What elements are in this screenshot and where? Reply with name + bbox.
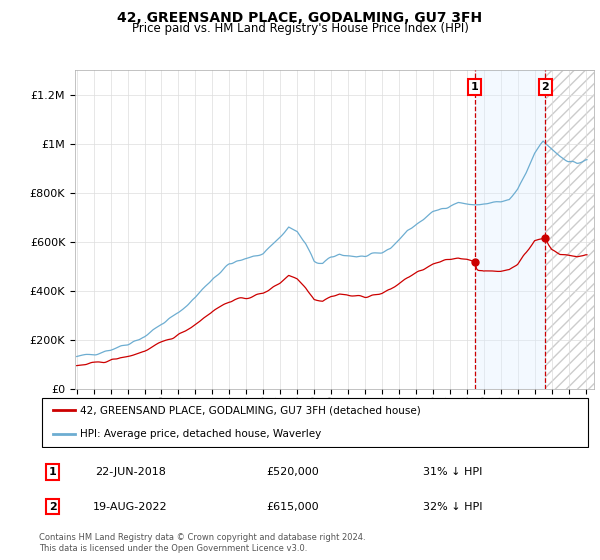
Text: Contains HM Land Registry data © Crown copyright and database right 2024.
This d: Contains HM Land Registry data © Crown c… (39, 533, 365, 553)
Text: 2: 2 (541, 82, 549, 92)
Text: Price paid vs. HM Land Registry's House Price Index (HPI): Price paid vs. HM Land Registry's House … (131, 22, 469, 35)
Text: 32% ↓ HPI: 32% ↓ HPI (423, 502, 483, 511)
FancyBboxPatch shape (42, 398, 588, 447)
Bar (545, 70, 594, 389)
Text: £615,000: £615,000 (266, 502, 319, 511)
Text: 31% ↓ HPI: 31% ↓ HPI (424, 466, 482, 477)
Text: 1: 1 (471, 82, 479, 92)
Text: 19-AUG-2022: 19-AUG-2022 (93, 502, 167, 511)
Bar (475, 70, 545, 389)
Text: 1: 1 (49, 466, 56, 477)
Text: £520,000: £520,000 (266, 466, 319, 477)
Text: 42, GREENSAND PLACE, GODALMING, GU7 3FH: 42, GREENSAND PLACE, GODALMING, GU7 3FH (118, 11, 482, 25)
Text: 2: 2 (49, 502, 56, 511)
Text: 22-JUN-2018: 22-JUN-2018 (95, 466, 166, 477)
Text: HPI: Average price, detached house, Waverley: HPI: Average price, detached house, Wave… (80, 429, 322, 439)
Text: 42, GREENSAND PLACE, GODALMING, GU7 3FH (detached house): 42, GREENSAND PLACE, GODALMING, GU7 3FH … (80, 405, 421, 416)
